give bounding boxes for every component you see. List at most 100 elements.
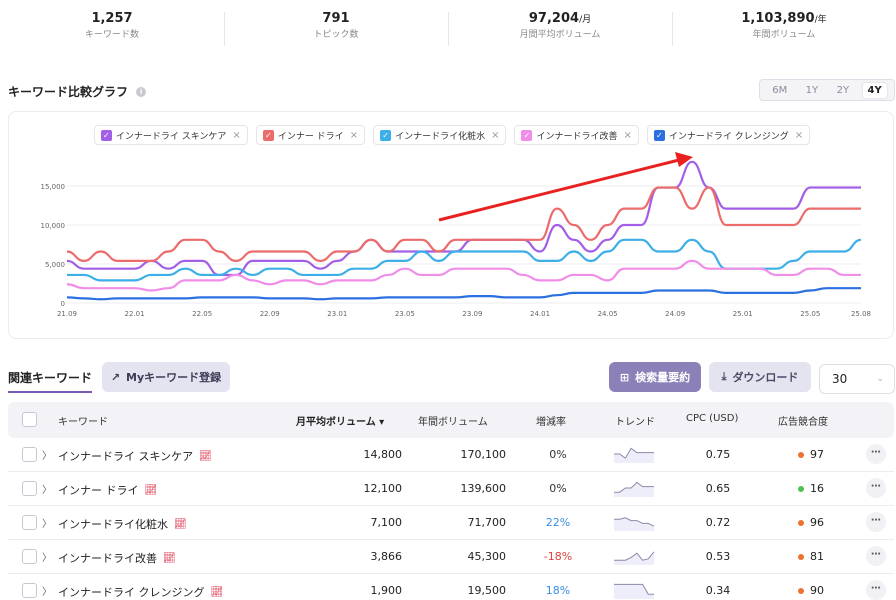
x-tick-label: 25.01 bbox=[733, 310, 753, 318]
more-options-icon[interactable]: ⋯ bbox=[866, 512, 886, 532]
more-options-icon[interactable]: ⋯ bbox=[866, 444, 886, 464]
table-row[interactable]: 〉インナードライ化粧水 📈︎ 7,100 71,700 22% 0.72 96 ⋯ bbox=[8, 506, 894, 540]
chevron-down-icon: ⌄ bbox=[876, 374, 884, 384]
cpc-value: 0.53 bbox=[705, 550, 731, 563]
row-checkbox[interactable] bbox=[22, 583, 37, 598]
status-dot bbox=[798, 486, 804, 492]
competition-cell: 81 bbox=[798, 550, 824, 563]
sparkline-fill bbox=[614, 448, 654, 463]
stat-value: 97,204 bbox=[528, 11, 580, 26]
close-icon[interactable]: × bbox=[232, 129, 241, 141]
column-header-yearly-volume[interactable]: 年間ボリューム bbox=[418, 417, 488, 428]
keyword-text[interactable]: インナードライ改善 bbox=[58, 552, 157, 565]
trend-chart-icon[interactable]: 📈︎ bbox=[210, 586, 224, 598]
series-line-2 bbox=[66, 186, 861, 262]
more-options-icon[interactable]: ⋯ bbox=[866, 546, 886, 566]
column-header-change-rate[interactable]: 増減率 bbox=[536, 417, 566, 428]
legend-chip[interactable]: ✓ インナードライ スキンケア × bbox=[93, 125, 248, 145]
column-header-ad-competition[interactable]: 広告競合度 bbox=[778, 417, 828, 428]
chart-legend: ✓ インナードライ スキンケア × ✓ インナー ドライ × ✓ インナードライ化粧水 × ✓ イン… bbox=[9, 125, 895, 145]
checkbox-checked-icon: ✓ bbox=[653, 129, 665, 141]
rows-per-page-select[interactable]: 30 ⌄ bbox=[819, 364, 895, 394]
legend-chip[interactable]: ✓ インナードライ化粧水 × bbox=[373, 125, 507, 145]
annotation-arrow-line bbox=[438, 158, 680, 222]
my-keyword-register-button[interactable]: ↗ Myキーワード登録 bbox=[102, 362, 230, 392]
change-rate: 22% bbox=[545, 516, 571, 529]
trend-sparkline bbox=[614, 447, 654, 463]
table-row[interactable]: 〉インナードライ クレンジング 📈︎ 1,900 19,500 18% 0.34 90 ⋯ bbox=[8, 574, 894, 600]
x-tick-label: 25.05 bbox=[800, 310, 820, 318]
line-chart: 0 5,000 10,000 15,000 21.09 22.01 22.05 22.09 23… bbox=[41, 152, 871, 318]
download-button[interactable]: ⤓ ダウンロード bbox=[709, 362, 811, 392]
column-header-keyword[interactable]: キーワード bbox=[58, 417, 108, 428]
stats-bar: 1,257 キーワード数 791 トピック数 97,204/月 月間平均ボリュー… bbox=[0, 6, 896, 52]
chevron-right-icon[interactable]: 〉 bbox=[42, 587, 52, 598]
column-header-cpc[interactable]: CPC (USD) bbox=[686, 413, 739, 424]
select-all-checkbox[interactable] bbox=[22, 412, 37, 427]
stat-unit: /月 bbox=[579, 15, 592, 25]
x-tick-label: 23.01 bbox=[327, 310, 347, 318]
table-row[interactable]: 〉インナードライ改善 📈︎ 3,866 45,300 -18% 0.53 81 ⋯ bbox=[8, 540, 894, 574]
column-header-trend[interactable]: トレンド bbox=[615, 417, 655, 428]
download-label: ダウンロード bbox=[732, 371, 799, 384]
rows-per-page-value: 30 bbox=[832, 372, 848, 386]
row-checkbox[interactable] bbox=[22, 515, 37, 530]
legend-chip[interactable]: ✓ インナードライ改善 × bbox=[514, 125, 639, 145]
tab-related-keywords[interactable]: 関連キーワード bbox=[8, 369, 93, 393]
close-icon[interactable]: × bbox=[623, 129, 632, 141]
keyword-text[interactable]: インナー ドライ bbox=[58, 484, 139, 497]
legend-label: インナードライ スキンケア bbox=[115, 131, 227, 142]
trend-chart-icon[interactable]: 📈︎ bbox=[199, 450, 212, 462]
range-tab-2y[interactable]: 2Y bbox=[836, 84, 850, 96]
chevron-right-icon[interactable]: 〉 bbox=[42, 519, 52, 530]
table-row[interactable]: 〉インナー ドライ 📈︎ 12,100 139,600 0% 0.65 16 ⋯ bbox=[8, 472, 894, 506]
trend-sparkline bbox=[614, 551, 655, 565]
range-tab-1y[interactable]: 1Y bbox=[805, 84, 819, 96]
close-icon[interactable]: × bbox=[349, 129, 359, 141]
trend-sparkline bbox=[614, 481, 654, 497]
checkbox-checked-icon: ✓ bbox=[521, 129, 533, 141]
more-options-icon[interactable]: ⋯ bbox=[866, 478, 886, 498]
table-row[interactable]: 〉インナードライ スキンケア 📈︎ 14,800 170,100 0% 0.75 97 ⋯ bbox=[8, 438, 894, 472]
trend-chart-icon[interactable]: 📈︎ bbox=[144, 484, 158, 496]
range-tab-6m[interactable]: 6M bbox=[772, 84, 788, 96]
legend-chip[interactable]: ✓ インナードライ クレンジング × bbox=[646, 125, 811, 145]
sparkline-line bbox=[614, 447, 654, 459]
trend-chart-icon[interactable]: 📈︎ bbox=[163, 552, 176, 564]
close-icon[interactable]: × bbox=[794, 129, 804, 141]
keyword-text[interactable]: インナードライ化粧水 bbox=[58, 518, 168, 531]
range-tab-4y[interactable]: 4Y bbox=[862, 82, 887, 98]
trend-sparkline bbox=[614, 583, 654, 599]
keyword-text[interactable]: インナードライ スキンケア bbox=[58, 450, 194, 463]
chevron-right-icon[interactable]: 〉 bbox=[42, 553, 52, 564]
keyword-text[interactable]: インナードライ クレンジング bbox=[58, 586, 205, 599]
volume-summary-button[interactable]: ⊞ 検索量要約 bbox=[609, 362, 701, 392]
close-icon[interactable]: × bbox=[491, 129, 500, 141]
series-line-5 bbox=[66, 287, 861, 301]
status-dot bbox=[798, 554, 804, 560]
cpc-value: 0.72 bbox=[705, 516, 731, 529]
row-checkbox[interactable] bbox=[22, 549, 37, 564]
yearly-volume: 19,500 bbox=[467, 584, 507, 597]
sparkline-line bbox=[614, 551, 655, 561]
x-tick-label: 23.05 bbox=[395, 310, 415, 318]
trend-sparkline bbox=[614, 517, 655, 531]
column-header-monthly-volume[interactable]: 月平均ボリューム ▾ bbox=[296, 417, 385, 428]
sparkline-fill bbox=[614, 551, 654, 565]
info-icon[interactable]: i bbox=[136, 86, 147, 97]
row-checkbox[interactable] bbox=[22, 447, 37, 462]
stat-value: 1,257 bbox=[91, 11, 133, 26]
trend-chart-icon[interactable]: 📈︎ bbox=[174, 518, 187, 530]
chevron-right-icon[interactable]: 〉 bbox=[42, 485, 52, 496]
x-tick-label: 22.01 bbox=[125, 310, 145, 318]
change-rate: -18% bbox=[543, 550, 573, 563]
more-options-icon[interactable]: ⋯ bbox=[866, 580, 886, 600]
x-tick-label: 25.08 bbox=[851, 310, 871, 318]
x-tick-label: 23.09 bbox=[462, 310, 482, 318]
chevron-right-icon[interactable]: 〉 bbox=[42, 451, 52, 462]
stat-label: 年間ボリューム bbox=[752, 30, 816, 40]
legend-chip[interactable]: ✓ インナー ドライ × bbox=[255, 125, 366, 145]
range-tabs: 6M 1Y 2Y 4Y bbox=[759, 79, 895, 101]
legend-label: インナー ドライ bbox=[277, 131, 344, 142]
row-checkbox[interactable] bbox=[22, 481, 37, 496]
